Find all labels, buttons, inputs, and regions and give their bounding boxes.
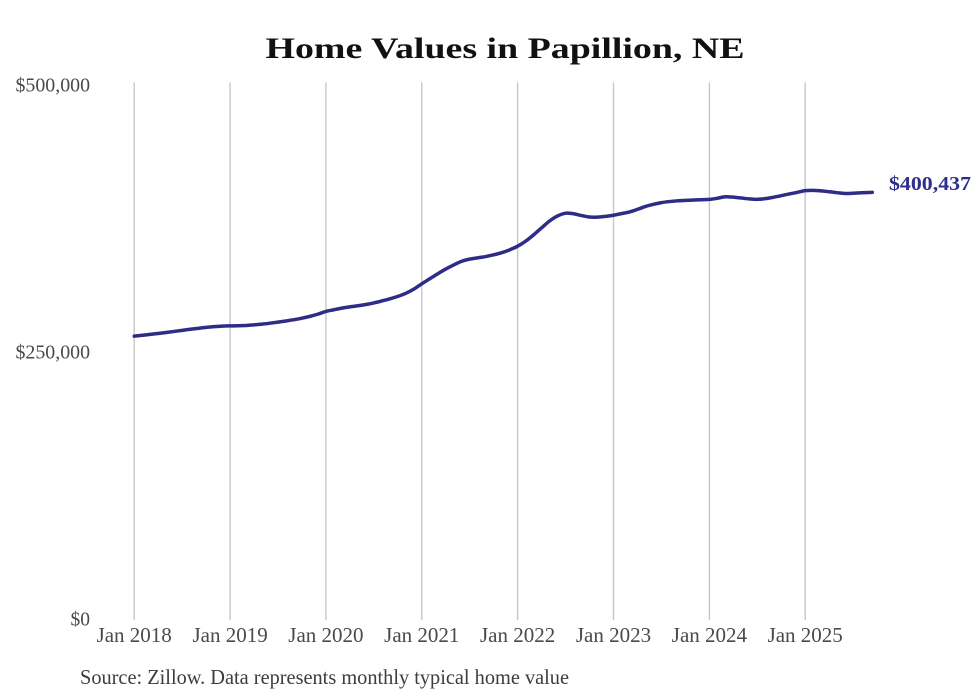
svg-text:$250,000: $250,000 bbox=[16, 343, 91, 364]
svg-text:Jan 2023: Jan 2023 bbox=[576, 623, 651, 647]
svg-text:Jan 2020: Jan 2020 bbox=[288, 623, 363, 647]
svg-text:Jan 2018: Jan 2018 bbox=[97, 623, 172, 647]
svg-text:Jan 2024: Jan 2024 bbox=[672, 623, 748, 647]
svg-text:Jan 2019: Jan 2019 bbox=[192, 623, 267, 647]
svg-text:Jan 2022: Jan 2022 bbox=[480, 623, 555, 647]
svg-text:$500,000: $500,000 bbox=[16, 76, 91, 97]
svg-text:Source: Zillow. Data represent: Source: Zillow. Data represents monthly … bbox=[80, 665, 569, 689]
svg-text:Jan 2025: Jan 2025 bbox=[768, 623, 843, 647]
svg-text:Home Values in Papillion, NE: Home Values in Papillion, NE bbox=[266, 32, 745, 65]
svg-text:Jan 2021: Jan 2021 bbox=[384, 623, 459, 647]
svg-text:$400,437: $400,437 bbox=[889, 174, 971, 195]
svg-text:$0: $0 bbox=[71, 610, 91, 631]
